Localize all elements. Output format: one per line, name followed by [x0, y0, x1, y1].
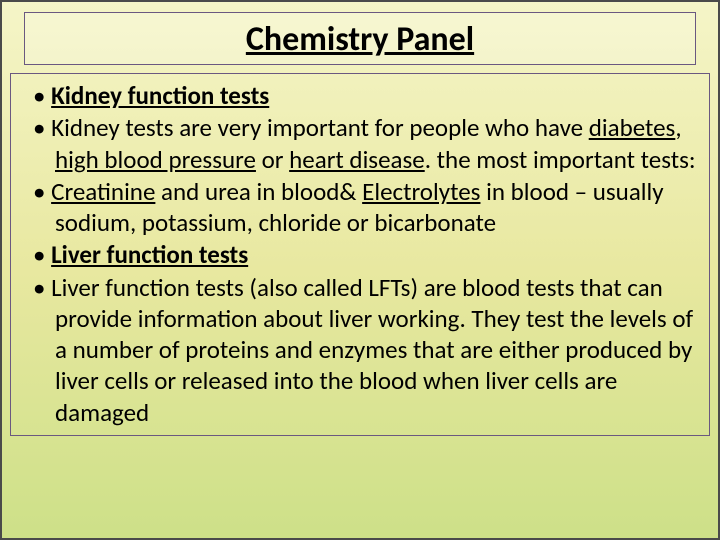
- text-segment: and urea in blood&: [155, 176, 362, 207]
- text-segment: high blood pressure: [55, 144, 256, 175]
- text-segment: Kidney tests are very important for peop…: [51, 112, 589, 143]
- text-segment: . the most important tests:: [425, 144, 696, 175]
- text-segment: heart disease: [289, 144, 425, 175]
- slide-title: Chemistry Panel: [25, 19, 695, 60]
- text-segment: Creatinine: [51, 176, 155, 207]
- bullet-item: Liver function tests: [25, 239, 699, 270]
- text-segment: Liver function tests: [51, 239, 248, 270]
- bullet-item: Liver function tests (also called LFTs) …: [25, 272, 699, 428]
- bullet-item: Creatinine and urea in blood& Electrolyt…: [25, 176, 699, 239]
- title-container: Chemistry Panel: [24, 12, 696, 65]
- bullet-item: Kidney function tests: [25, 80, 699, 111]
- bullet-item: Kidney tests are very important for peop…: [25, 112, 699, 175]
- text-segment: ,: [675, 112, 681, 143]
- text-segment: diabetes: [589, 112, 676, 143]
- text-segment: Kidney function tests: [51, 80, 269, 111]
- text-segment: or: [256, 144, 289, 175]
- content-container: Kidney function testsKidney tests are ve…: [10, 73, 710, 436]
- bullet-list: Kidney function testsKidney tests are ve…: [25, 80, 699, 428]
- text-segment: Electrolytes: [362, 176, 480, 207]
- text-segment: Liver function tests (also called LFTs) …: [51, 272, 693, 428]
